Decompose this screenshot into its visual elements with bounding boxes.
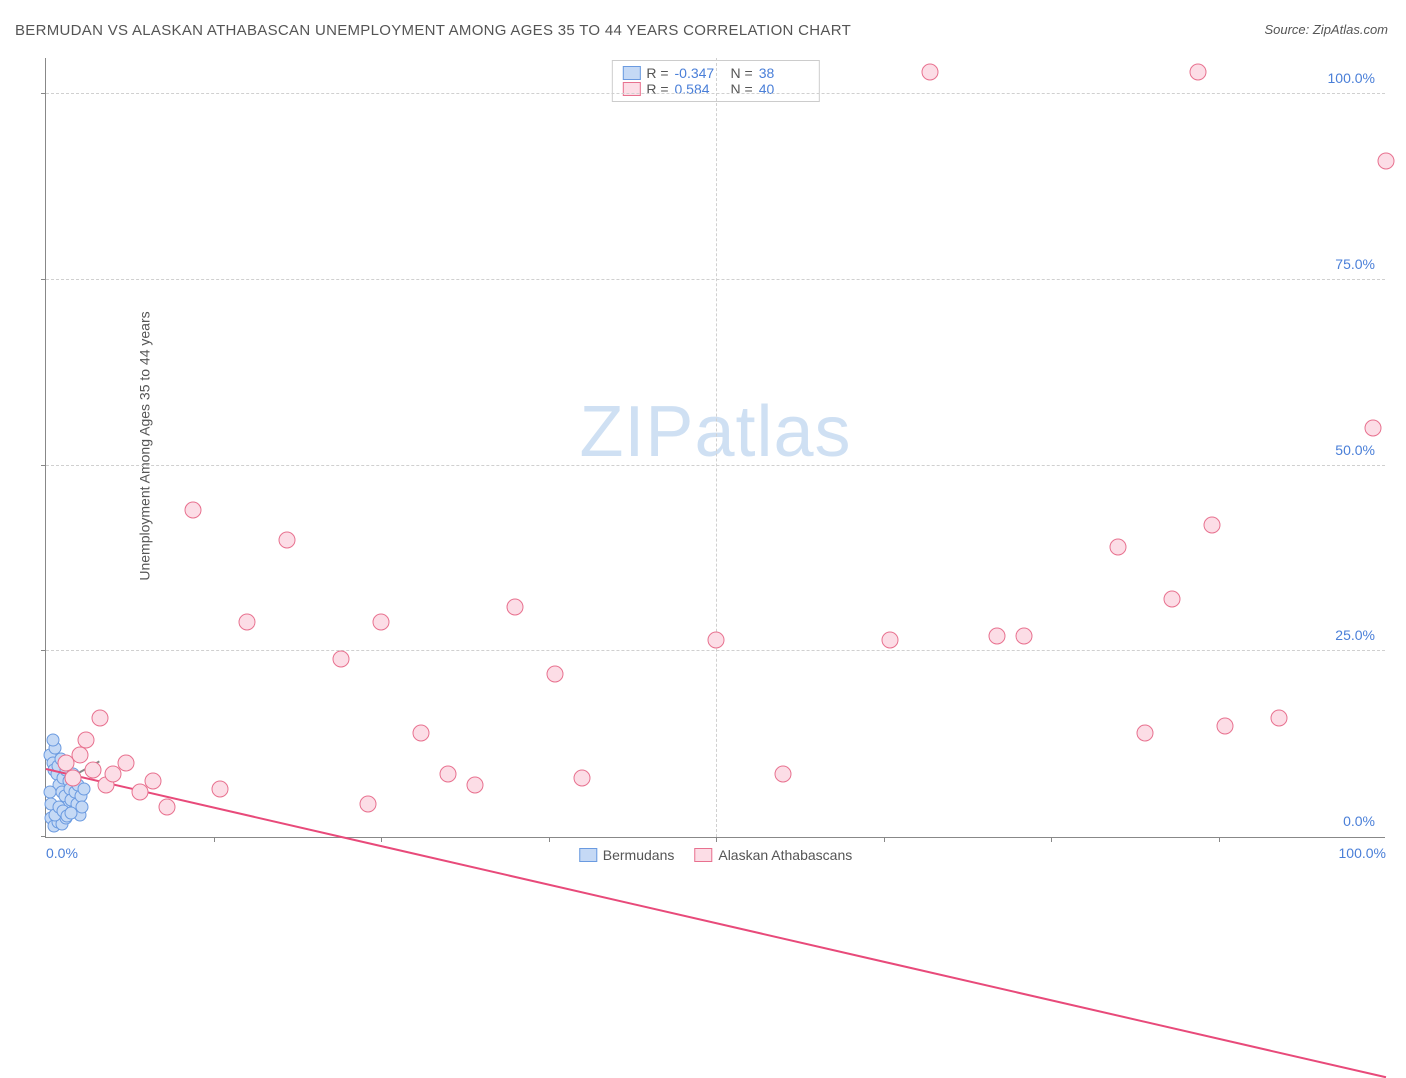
scatter-point: [77, 782, 90, 795]
scatter-point: [1110, 539, 1127, 556]
scatter-point: [1163, 591, 1180, 608]
scatter-point: [1203, 517, 1220, 534]
scatter-point: [118, 754, 135, 771]
scatter-point: [775, 765, 792, 782]
legend-swatch: [579, 848, 597, 862]
scatter-point: [547, 665, 564, 682]
scatter-point: [239, 613, 256, 630]
scatter-point: [413, 725, 430, 742]
scatter-point: [65, 807, 78, 820]
gridline-v: [716, 58, 717, 837]
legend-label: Bermudans: [603, 847, 675, 863]
scatter-point: [574, 769, 591, 786]
scatter-point: [708, 632, 725, 649]
scatter-point: [279, 531, 296, 548]
scatter-point: [989, 628, 1006, 645]
scatter-point: [78, 732, 95, 749]
scatter-point: [1270, 710, 1287, 727]
scatter-point: [71, 747, 88, 764]
y-tick-label: 100.0%: [1328, 70, 1375, 86]
scatter-point: [185, 502, 202, 519]
scatter-point: [507, 598, 524, 615]
scatter-point: [466, 777, 483, 794]
source-attribution: Source: ZipAtlas.com: [1264, 22, 1388, 37]
x-tick-label: 0.0%: [46, 845, 78, 861]
scatter-point: [922, 63, 939, 80]
scatter-point: [212, 780, 229, 797]
scatter-point: [332, 650, 349, 667]
legend-item: Bermudans: [579, 847, 675, 863]
y-tick-label: 25.0%: [1335, 627, 1375, 643]
x-tick-label: 100.0%: [1339, 845, 1386, 861]
legend-item: Alaskan Athabascans: [694, 847, 852, 863]
scatter-point: [440, 765, 457, 782]
scatter-point: [1190, 63, 1207, 80]
plot-area: ZIPatlas R =-0.347N =38R =0.584N =40 Ber…: [45, 58, 1385, 838]
scatter-point: [1136, 725, 1153, 742]
scatter-point: [882, 632, 899, 649]
scatter-point: [91, 710, 108, 727]
series-legend: Bermudans Alaskan Athabascans: [579, 847, 852, 863]
scatter-point: [145, 773, 162, 790]
scatter-point: [1364, 420, 1381, 437]
scatter-point: [158, 799, 175, 816]
y-tick-label: 0.0%: [1343, 813, 1375, 829]
scatter-point: [1016, 628, 1033, 645]
scatter-point: [373, 613, 390, 630]
legend-swatch: [694, 848, 712, 862]
scatter-point: [46, 734, 59, 747]
scatter-point: [84, 762, 101, 779]
legend-swatch: [622, 66, 640, 80]
y-tick-label: 75.0%: [1335, 256, 1375, 272]
scatter-point: [1217, 717, 1234, 734]
chart-title: BERMUDAN VS ALASKAN ATHABASCAN UNEMPLOYM…: [15, 22, 851, 39]
scatter-point: [1378, 153, 1395, 170]
y-tick-label: 50.0%: [1335, 442, 1375, 458]
legend-label: Alaskan Athabascans: [718, 847, 852, 863]
scatter-point: [64, 769, 81, 786]
scatter-point: [359, 795, 376, 812]
